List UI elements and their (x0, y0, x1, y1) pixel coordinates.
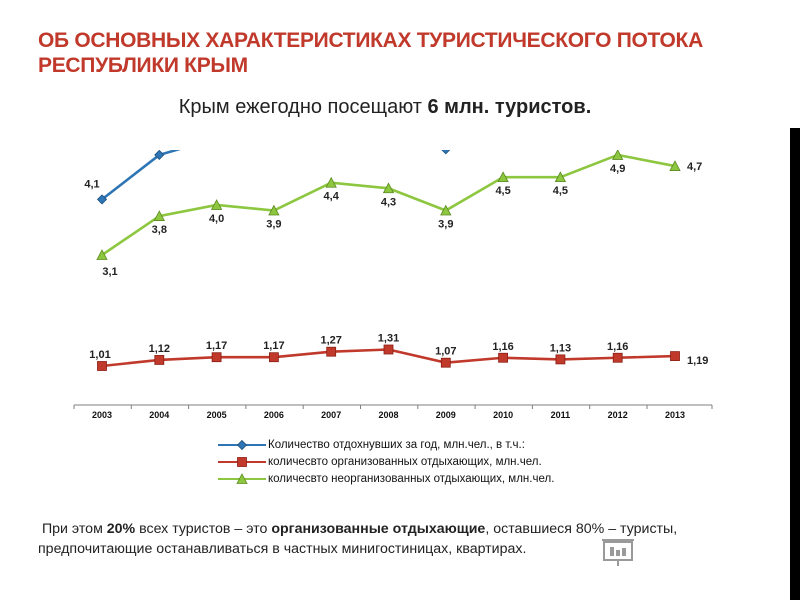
data-label: 4,4 (324, 191, 340, 203)
data-point (383, 344, 394, 355)
data-point (325, 176, 337, 188)
data-point (210, 199, 223, 210)
tourism-line-chart: 2003 2004 2005 2006 2007 2008 2009 2010 2011 2012… (73, 150, 713, 420)
data-point (268, 204, 280, 216)
x-tick-label: 2005 (207, 410, 227, 420)
data-label: 4,5 (553, 185, 568, 197)
data-point (153, 210, 165, 221)
data-label: 1,16 (607, 341, 628, 353)
legend-item-organized: количесвто организованных отдыхающих, мл… (218, 453, 554, 470)
subtitle-highlight: 6 млн. туристов. (427, 96, 592, 118)
data-label: 1,31 (378, 333, 399, 345)
data-label: 1,17 (263, 340, 284, 352)
footer-part-3: , оставшиеся 80% – туристы, предпочитающ… (38, 521, 678, 557)
subtitle: Крым ежегодно посещают 6 млн. туристов. (0, 96, 770, 119)
data-label: 1,17 (206, 340, 227, 352)
x-tick-label: 2003 (92, 410, 112, 420)
data-label: 4,9 (610, 163, 625, 175)
data-point (211, 352, 222, 363)
data-point (326, 346, 337, 357)
x-tick-label: 2012 (608, 410, 628, 420)
data-label: 4,1 (84, 178, 99, 190)
legend-triangle-icon (218, 472, 266, 484)
data-point (440, 357, 451, 368)
x-tick-label: 2008 (378, 410, 398, 420)
data-point (154, 355, 165, 365)
x-tick-label: 2011 (551, 410, 571, 420)
x-tick-label: 2004 (149, 410, 169, 420)
slide-title: ОБ ОСНОВНЫХ ХАРАКТЕРИСТИКАХ ТУРИСТИЧЕСКО… (38, 29, 703, 77)
data-label: 4,0 (209, 213, 224, 225)
data-point (154, 150, 165, 160)
x-tick-label: 2009 (436, 410, 456, 420)
data-label: 1,27 (320, 335, 341, 347)
data-point (497, 171, 509, 183)
data-point (268, 352, 279, 363)
data-label: 4,5 (495, 185, 510, 197)
footer-note: При этом 20% всех туристов – это организ… (38, 519, 768, 559)
data-point (669, 160, 681, 171)
data-point (612, 352, 623, 363)
data-point (670, 351, 680, 362)
data-label: 3,8 (152, 224, 167, 236)
data-label: 1,16 (492, 341, 513, 353)
side-accent-bar (790, 128, 800, 600)
data-point (440, 204, 452, 216)
footer-part-1: При этом (41, 521, 107, 537)
data-label: 1,07 (435, 346, 456, 358)
legend-item-total: Количество отдохнувших за год, млн.чел.,… (218, 436, 554, 453)
data-label: 1,12 (149, 343, 170, 355)
data-label: 1,01 (89, 349, 110, 361)
footer-part-2: всех туристов – это (135, 521, 272, 537)
chart-legend: Количество отдохнувших за год, млн.чел.,… (218, 436, 554, 487)
data-point (96, 194, 108, 205)
footer-bold-organized: организованные отдыхающие (271, 521, 486, 537)
legend-label-organized: количесвто организованных отдыхающих, мл… (268, 455, 542, 468)
x-tick-label: 2007 (321, 410, 341, 420)
legend-diamond-icon (218, 439, 266, 450)
presentation-icon (602, 539, 634, 566)
data-point (382, 182, 395, 194)
footer-bold-percent: 20% (106, 521, 136, 537)
data-point (612, 150, 624, 160)
x-tick-label: 2010 (493, 410, 513, 420)
legend-item-unorganized: количесвто неорганизованных отдыхающих, … (218, 470, 554, 487)
legend-square-icon (218, 456, 266, 467)
data-label: 4,3 (381, 196, 396, 208)
data-label: 3,1 (102, 266, 117, 278)
legend-label-total: Количество отдохнувших за год, млн.чел.,… (268, 438, 525, 451)
x-tick-label: 2006 (264, 410, 284, 420)
x-tick-label: 2013 (665, 410, 685, 420)
data-label: 3,9 (266, 219, 281, 231)
legend-label-unorganized: количесвто неорганизованных отдыхающих, … (268, 472, 555, 485)
data-point (441, 150, 451, 155)
data-label: 3,9 (438, 219, 453, 231)
data-point (97, 361, 107, 371)
data-point (555, 354, 566, 365)
data-point (498, 352, 509, 363)
data-point (96, 249, 108, 260)
data-label: 1,19 (687, 355, 708, 367)
data-point (554, 171, 567, 183)
data-label: 1,13 (550, 342, 571, 354)
subtitle-text: Крым ежегодно посещают (178, 96, 428, 118)
data-label: 4,7 (687, 161, 702, 173)
